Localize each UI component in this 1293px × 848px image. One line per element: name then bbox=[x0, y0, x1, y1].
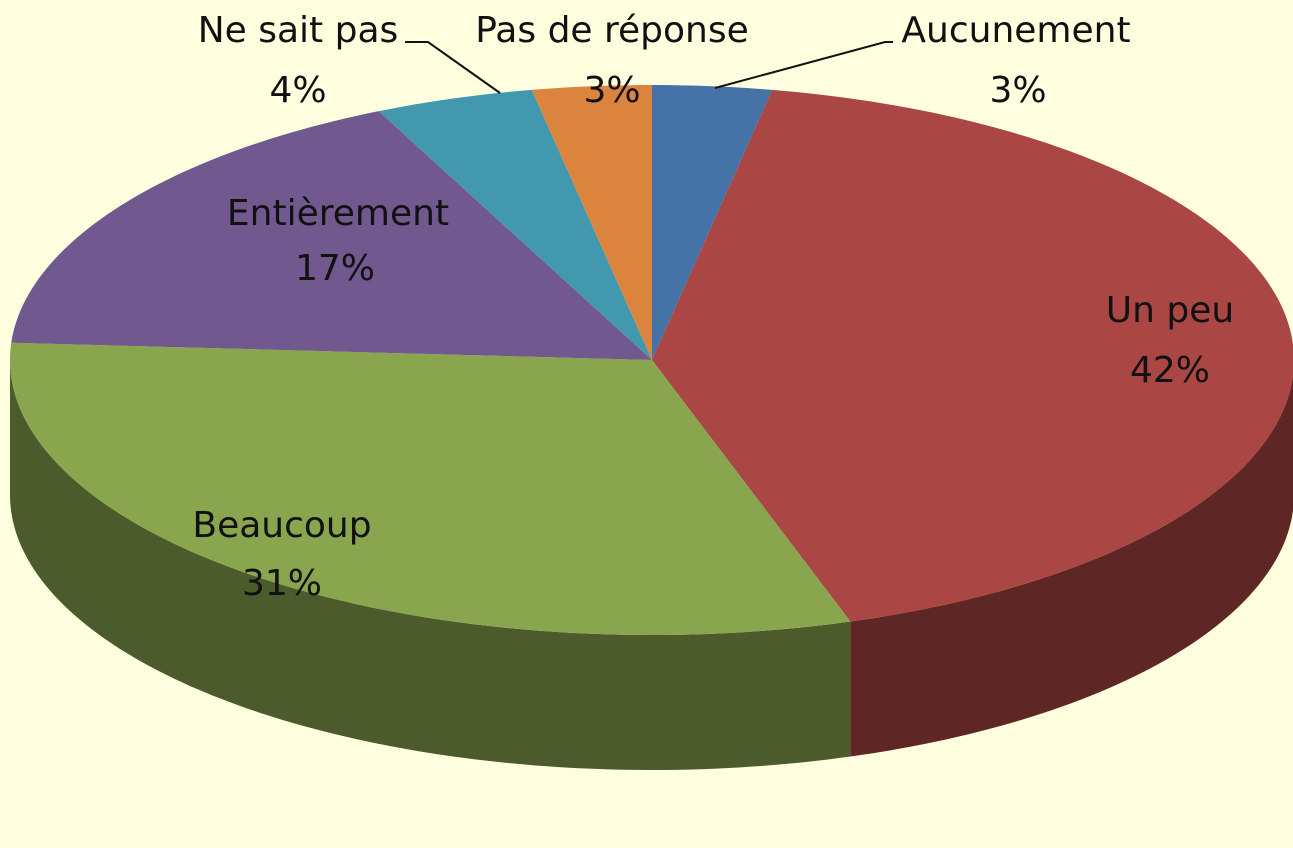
slice-side bbox=[850, 375, 1293, 757]
value-label: 17% bbox=[295, 248, 375, 289]
value-label: 42% bbox=[1130, 350, 1210, 391]
category-label: Entièrement bbox=[227, 193, 449, 234]
category-label: Beaucoup bbox=[192, 505, 371, 546]
value-label: 31% bbox=[242, 563, 322, 604]
value-label: 4% bbox=[269, 70, 326, 111]
value-label: 3% bbox=[583, 70, 640, 111]
leader-line bbox=[714, 41, 893, 89]
slice-side bbox=[10, 360, 851, 770]
category-label: Aucunement bbox=[901, 10, 1130, 51]
slice bbox=[652, 85, 773, 360]
category-label: Pas de réponse bbox=[475, 10, 749, 51]
value-label: 3% bbox=[989, 70, 1046, 111]
slice bbox=[652, 89, 1293, 622]
leader-line bbox=[405, 41, 501, 94]
slice bbox=[378, 89, 652, 361]
slice bbox=[10, 342, 851, 635]
category-label: Ne sait pas bbox=[198, 10, 399, 51]
slice bbox=[531, 85, 652, 360]
category-label: Un peu bbox=[1106, 290, 1234, 331]
slice bbox=[11, 111, 652, 360]
